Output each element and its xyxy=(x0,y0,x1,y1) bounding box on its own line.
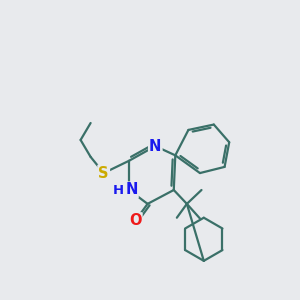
Text: N: N xyxy=(125,182,138,197)
Text: N: N xyxy=(149,139,161,154)
Text: S: S xyxy=(98,166,109,181)
Text: O: O xyxy=(129,213,142,228)
Text: H: H xyxy=(112,184,124,196)
